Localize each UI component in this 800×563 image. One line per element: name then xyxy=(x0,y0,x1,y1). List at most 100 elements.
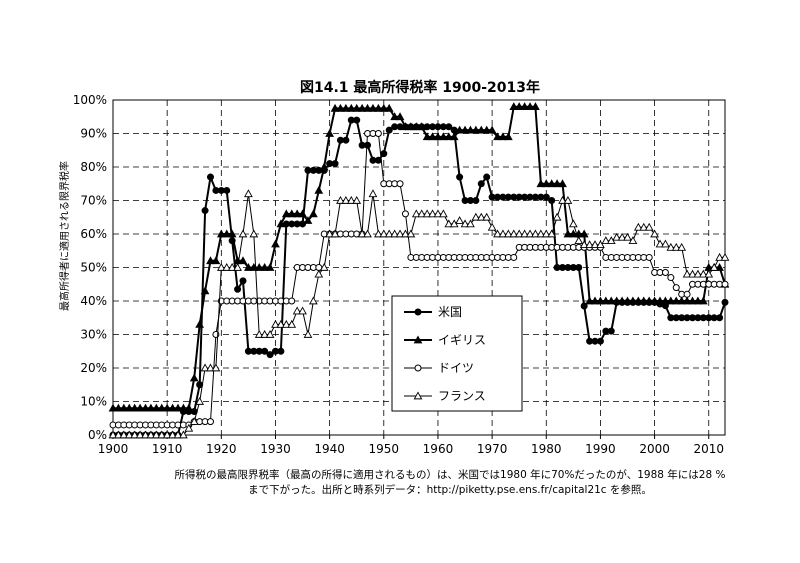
data-point xyxy=(157,403,167,412)
plot-frame xyxy=(112,99,726,436)
data-point xyxy=(363,103,372,112)
legend-label: フランス xyxy=(438,389,486,403)
data-point xyxy=(379,229,389,238)
data-point xyxy=(287,209,297,218)
y-tick-label: 50% xyxy=(80,261,107,275)
legend-marker xyxy=(414,364,422,372)
data-point xyxy=(130,430,140,439)
data-point xyxy=(472,197,480,204)
data-point xyxy=(704,269,714,278)
y-tick-label: 20% xyxy=(80,361,107,375)
data-point xyxy=(244,189,253,198)
data-point xyxy=(644,222,654,231)
data-point xyxy=(216,229,226,238)
data-point xyxy=(141,430,150,439)
data-point xyxy=(357,229,367,238)
data-point xyxy=(580,302,588,310)
data-point xyxy=(206,418,214,426)
data-point xyxy=(288,297,296,305)
data-point xyxy=(677,296,687,305)
data-point xyxy=(552,179,562,188)
data-point xyxy=(374,103,383,112)
data-point xyxy=(379,103,389,112)
data-point xyxy=(390,229,399,238)
x-tick-label: 1950 xyxy=(369,442,400,456)
x-tick-label: 2010 xyxy=(693,442,724,456)
data-point xyxy=(536,229,546,238)
y-tick-label: 100% xyxy=(73,93,107,107)
data-point xyxy=(114,430,123,439)
data-point xyxy=(233,262,242,271)
data-point xyxy=(476,125,486,134)
legend-marker xyxy=(414,308,422,316)
data-point xyxy=(157,430,167,439)
data-point xyxy=(558,195,567,204)
data-point xyxy=(460,125,470,134)
data-point xyxy=(541,179,551,188)
data-point xyxy=(548,197,556,204)
data-point xyxy=(330,229,340,238)
data-point xyxy=(466,125,475,134)
data-point xyxy=(612,232,622,241)
data-point xyxy=(276,219,286,228)
data-point xyxy=(639,222,649,231)
data-point xyxy=(298,209,307,218)
data-point xyxy=(168,430,177,439)
data-point xyxy=(683,290,691,298)
data-point xyxy=(114,403,123,412)
data-point xyxy=(239,277,247,285)
data-point xyxy=(222,229,232,238)
data-point xyxy=(395,112,405,121)
data-point xyxy=(498,132,508,141)
y-tick-label: 40% xyxy=(80,294,107,308)
data-point xyxy=(314,269,324,278)
data-point xyxy=(368,103,378,112)
x-tick-label: 1970 xyxy=(477,442,508,456)
data-point xyxy=(168,403,177,412)
data-point xyxy=(433,209,443,218)
data-point xyxy=(341,195,351,204)
data-point xyxy=(568,219,578,228)
data-point xyxy=(227,262,237,271)
data-point xyxy=(422,209,432,218)
series-3 xyxy=(109,130,729,429)
data-point xyxy=(596,240,605,249)
data-point xyxy=(179,403,188,412)
data-point xyxy=(428,209,437,218)
data-point xyxy=(189,373,199,382)
axes: 0% 10% 20% 30% 40% 50% 60% 70% 80% 90% 100% 1900 191… xyxy=(73,93,726,456)
data-point xyxy=(281,319,291,328)
data-point xyxy=(650,229,659,238)
data-point xyxy=(346,195,356,204)
data-point xyxy=(384,229,394,238)
data-point xyxy=(439,209,448,218)
data-point xyxy=(292,306,302,315)
data-point xyxy=(460,219,470,228)
data-point xyxy=(671,242,681,251)
data-point xyxy=(417,122,427,131)
data-point xyxy=(503,132,513,141)
data-point xyxy=(260,329,270,338)
data-point xyxy=(314,185,324,194)
data-point xyxy=(487,222,497,231)
data-point xyxy=(585,240,594,249)
data-point xyxy=(261,347,269,355)
data-point xyxy=(357,103,367,112)
data-point xyxy=(380,150,388,158)
legend-marker xyxy=(413,335,423,344)
data-point xyxy=(579,229,589,238)
data-point xyxy=(401,122,410,131)
data-point xyxy=(151,403,161,412)
data-point xyxy=(698,296,708,305)
x-tick-label: 1910 xyxy=(152,442,183,456)
data-point xyxy=(422,132,432,141)
data-point xyxy=(520,229,529,238)
data-point xyxy=(693,269,703,278)
data-point xyxy=(374,229,383,238)
data-point xyxy=(206,256,215,265)
data-point xyxy=(623,296,632,305)
data-point xyxy=(607,327,615,335)
data-point xyxy=(671,296,681,305)
data-point xyxy=(287,319,297,328)
